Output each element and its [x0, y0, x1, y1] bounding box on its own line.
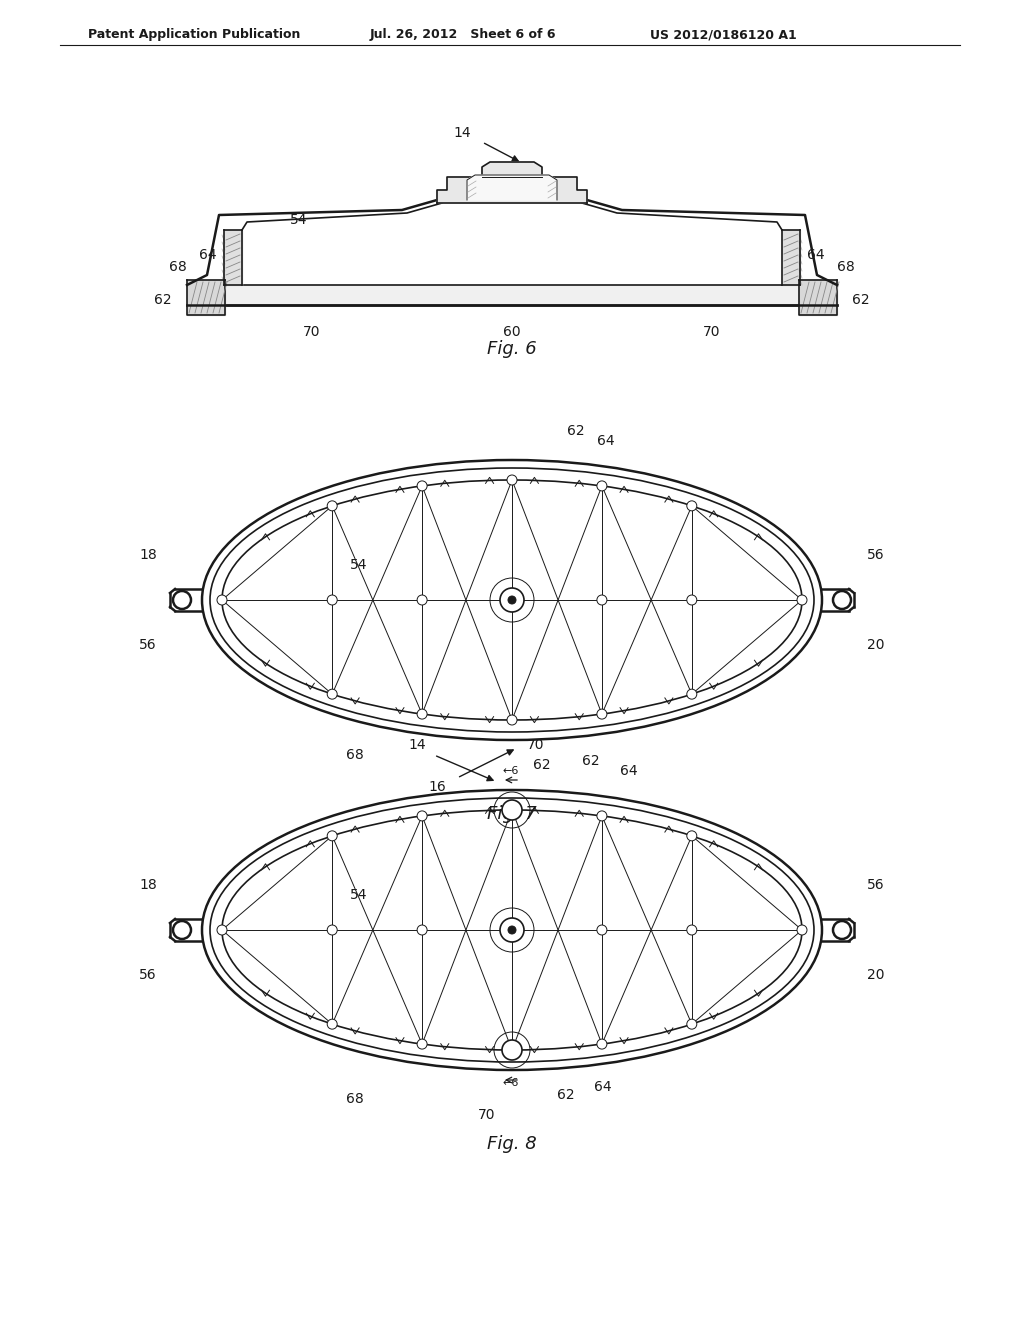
Circle shape: [507, 805, 517, 814]
Polygon shape: [437, 162, 587, 203]
Circle shape: [173, 921, 191, 939]
Circle shape: [417, 925, 427, 935]
Circle shape: [417, 810, 427, 821]
Circle shape: [328, 830, 337, 841]
Text: 62: 62: [534, 758, 551, 772]
Circle shape: [687, 1019, 696, 1030]
Polygon shape: [799, 280, 837, 315]
Text: 64: 64: [594, 1080, 611, 1094]
Text: ←6: ←6: [503, 1078, 519, 1088]
Circle shape: [502, 1040, 522, 1060]
Circle shape: [417, 709, 427, 719]
Circle shape: [597, 709, 607, 719]
Polygon shape: [187, 280, 225, 315]
Circle shape: [597, 1039, 607, 1049]
Circle shape: [328, 500, 337, 511]
Polygon shape: [187, 285, 837, 305]
Circle shape: [687, 830, 696, 841]
Text: Fig. 8: Fig. 8: [487, 1135, 537, 1152]
Text: 20: 20: [867, 638, 885, 652]
Text: 64: 64: [200, 248, 217, 261]
Circle shape: [328, 595, 337, 605]
Text: 68: 68: [346, 748, 364, 762]
Circle shape: [502, 800, 522, 820]
Circle shape: [687, 595, 696, 605]
Circle shape: [417, 1039, 427, 1049]
Text: 68: 68: [346, 1092, 364, 1106]
Text: 68: 68: [837, 260, 855, 275]
Text: Fig. 6: Fig. 6: [487, 341, 537, 358]
Circle shape: [597, 595, 607, 605]
Circle shape: [597, 480, 607, 491]
Circle shape: [417, 480, 427, 491]
Circle shape: [508, 597, 516, 605]
Text: ←6: ←6: [503, 766, 519, 776]
Text: 62: 62: [155, 293, 172, 308]
Polygon shape: [782, 230, 800, 285]
Circle shape: [508, 927, 516, 935]
Circle shape: [597, 810, 607, 821]
Text: Jul. 26, 2012   Sheet 6 of 6: Jul. 26, 2012 Sheet 6 of 6: [370, 28, 556, 41]
Text: 64: 64: [807, 248, 824, 261]
Text: 62: 62: [557, 1088, 574, 1102]
Text: 62: 62: [852, 293, 869, 308]
Text: 16: 16: [428, 780, 445, 795]
Text: 64: 64: [597, 434, 614, 447]
Text: 18: 18: [139, 548, 157, 562]
Circle shape: [687, 500, 696, 511]
Text: 70: 70: [527, 738, 545, 752]
Text: 18: 18: [139, 878, 157, 892]
Text: US 2012/0186120 A1: US 2012/0186120 A1: [650, 28, 797, 41]
Text: 56: 56: [867, 548, 885, 562]
Circle shape: [687, 689, 696, 700]
Text: 70: 70: [303, 325, 321, 339]
Text: 56: 56: [139, 638, 157, 652]
Circle shape: [417, 595, 427, 605]
Text: 54: 54: [349, 888, 367, 902]
Circle shape: [173, 591, 191, 609]
Circle shape: [328, 1019, 337, 1030]
Text: 60: 60: [503, 325, 521, 339]
Circle shape: [687, 925, 696, 935]
Text: Fig. 7: Fig. 7: [487, 805, 537, 822]
Text: 62: 62: [582, 754, 600, 768]
Text: 70: 70: [703, 325, 721, 339]
Text: 70: 70: [478, 1107, 496, 1122]
Circle shape: [217, 595, 227, 605]
Text: 64: 64: [620, 764, 638, 777]
Circle shape: [507, 475, 517, 484]
Text: 56: 56: [139, 968, 157, 982]
Text: 54: 54: [349, 558, 367, 572]
Circle shape: [597, 925, 607, 935]
Circle shape: [833, 591, 851, 609]
Text: 14: 14: [409, 738, 426, 752]
Circle shape: [328, 689, 337, 700]
Polygon shape: [467, 176, 557, 201]
Polygon shape: [224, 230, 242, 285]
Circle shape: [507, 595, 517, 605]
Circle shape: [500, 917, 524, 942]
Text: Patent Application Publication: Patent Application Publication: [88, 28, 300, 41]
Circle shape: [507, 925, 517, 935]
Circle shape: [217, 925, 227, 935]
Circle shape: [797, 925, 807, 935]
Circle shape: [797, 595, 807, 605]
Circle shape: [328, 925, 337, 935]
Text: 62: 62: [567, 424, 585, 438]
Circle shape: [507, 1045, 517, 1055]
Circle shape: [833, 921, 851, 939]
Text: 14: 14: [454, 125, 471, 140]
Circle shape: [507, 715, 517, 725]
Circle shape: [500, 587, 524, 612]
Text: 54: 54: [290, 213, 307, 227]
Text: 20: 20: [867, 968, 885, 982]
Text: 68: 68: [169, 260, 187, 275]
Text: 56: 56: [867, 878, 885, 892]
